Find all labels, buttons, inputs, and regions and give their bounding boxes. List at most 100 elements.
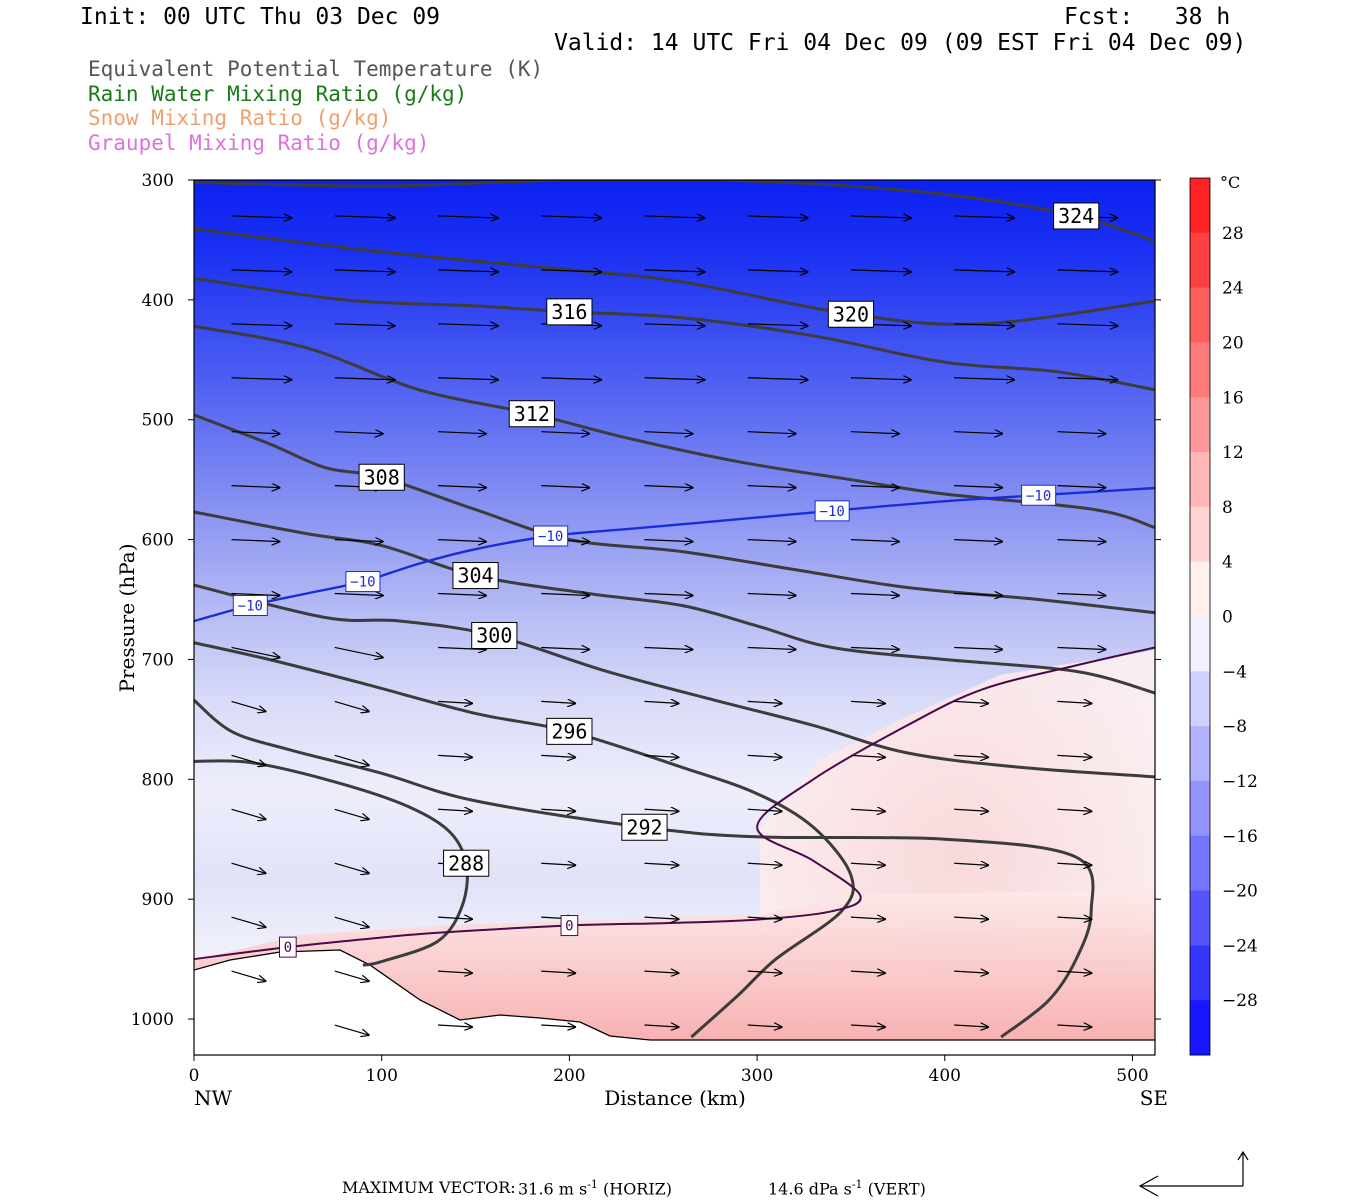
wind-vector <box>644 216 704 218</box>
colorbar-tick-label: −28 <box>1222 991 1258 1011</box>
wind-vector <box>644 1025 678 1027</box>
colorbar-unit: °C <box>1220 173 1240 192</box>
wind-vector <box>747 647 796 649</box>
y-tick-label: 1000 <box>131 1010 174 1030</box>
x-right-end-label: SE <box>1140 1086 1168 1110</box>
wind-vector <box>231 700 266 711</box>
wind-vector <box>334 754 369 765</box>
x-tick-label: 0 <box>189 1066 200 1086</box>
theta-e-contour-288 <box>194 759 469 967</box>
wind-vector <box>644 755 678 757</box>
wind-vector <box>231 324 292 326</box>
wind-vector <box>644 701 678 703</box>
isotherm-label-0-1: 0 <box>565 919 573 935</box>
wind-vector <box>334 916 369 927</box>
wind-vector <box>1057 809 1091 811</box>
wind-vector <box>541 378 601 380</box>
wind-vector <box>541 432 589 434</box>
theta-e-label-296-box <box>546 717 593 745</box>
wind-vector <box>1057 540 1105 542</box>
colorbar-tick-label: 0 <box>1222 608 1233 628</box>
wind-vector <box>231 486 280 488</box>
reference-vector <box>1138 1150 1249 1197</box>
wind-vector <box>954 594 1002 596</box>
wind-vector <box>541 594 589 596</box>
colorbar-tick-label: −20 <box>1222 882 1258 902</box>
wind-vector <box>747 1025 782 1027</box>
wind-vector <box>334 540 383 542</box>
wind-vector <box>231 862 266 873</box>
wind-vector <box>954 1025 988 1027</box>
isotherm-label-minus10-3: −10 <box>820 504 845 520</box>
colorbar-frame <box>1189 177 1211 1056</box>
theta-e-label-312-box <box>508 400 555 428</box>
isotherm-label-0-1-box <box>560 915 579 937</box>
wind-vector <box>644 486 692 488</box>
wind-vector <box>1057 1025 1091 1027</box>
wind-vector <box>437 971 472 973</box>
theta-e-label-288-box <box>443 849 490 877</box>
wind-vector <box>954 755 988 757</box>
wind-vector <box>747 809 782 811</box>
wind-vector <box>231 808 266 819</box>
wind-vector <box>747 540 796 542</box>
wind-vector <box>231 378 292 380</box>
isotherm-0 <box>194 646 1155 961</box>
wind-vector <box>954 378 1014 380</box>
valid-time: Valid: 14 UTC Fri 04 Dec 09 (09 EST Fri … <box>554 30 1247 56</box>
wind-vector <box>850 378 911 380</box>
theta-e-contour-312 <box>194 324 1155 530</box>
wind-vector <box>231 216 292 218</box>
wind-vector <box>1057 594 1105 596</box>
wind-vector <box>231 432 280 434</box>
wind-vector <box>1057 863 1091 865</box>
isotherm-label-0-0: 0 <box>284 940 292 956</box>
wind-vector <box>1057 324 1117 326</box>
wind-vector <box>644 324 704 326</box>
wind-vector <box>541 216 601 218</box>
colorbar-bin <box>1190 506 1210 563</box>
wind-vector <box>747 486 796 488</box>
wind-vector <box>954 809 988 811</box>
wind-vector <box>334 1024 369 1035</box>
colorbar-bin <box>1190 616 1210 672</box>
wind-vector <box>1057 486 1105 488</box>
wind-vector <box>850 216 911 218</box>
wind-vector <box>541 809 575 811</box>
init-time: Init: 00 UTC Thu 03 Dec 09 <box>80 4 441 30</box>
colorbar-tick-label: 28 <box>1222 224 1244 244</box>
wind-vector <box>954 917 988 919</box>
wind-vector <box>954 216 1014 218</box>
x-tick-label: 100 <box>365 1066 397 1086</box>
wind-vector <box>850 432 899 434</box>
isotherm-label-minus10-4-box <box>1021 484 1057 506</box>
y-tick-label: 400 <box>142 291 174 311</box>
wind-vector <box>437 378 498 380</box>
wind-vector <box>954 647 1002 649</box>
theta-e-label-308-box <box>358 463 405 491</box>
wind-vector <box>747 917 782 919</box>
wind-vector <box>437 809 472 811</box>
colorbar-bin <box>1190 561 1210 617</box>
wind-vector <box>747 594 796 596</box>
forecast-hour: Fcst: 38 h <box>1064 4 1231 30</box>
x-left-end-label: NW <box>194 1086 233 1110</box>
x-tick-label: 200 <box>553 1066 585 1086</box>
wind-vector <box>644 809 678 811</box>
theta-e-label-304-box <box>452 562 499 590</box>
theta-e-label-304: 304 <box>457 564 493 588</box>
wind-vector <box>747 755 782 757</box>
max-vert-vector: 14.6 dPa s-1 (VERT) <box>768 1178 926 1199</box>
wind-vector <box>231 594 280 596</box>
wind-vector <box>850 486 899 488</box>
wind-vector <box>850 809 885 811</box>
wind-vector <box>850 917 885 919</box>
wind-vector <box>334 378 395 380</box>
wind-vector <box>850 270 911 272</box>
wind-vector <box>437 1025 472 1027</box>
wind-vector <box>954 324 1014 326</box>
wind-vector <box>334 324 395 326</box>
wind-vector <box>437 701 472 703</box>
isotherm-label-0-0-box <box>279 936 297 958</box>
colorbar-tick-label: −4 <box>1222 662 1247 682</box>
